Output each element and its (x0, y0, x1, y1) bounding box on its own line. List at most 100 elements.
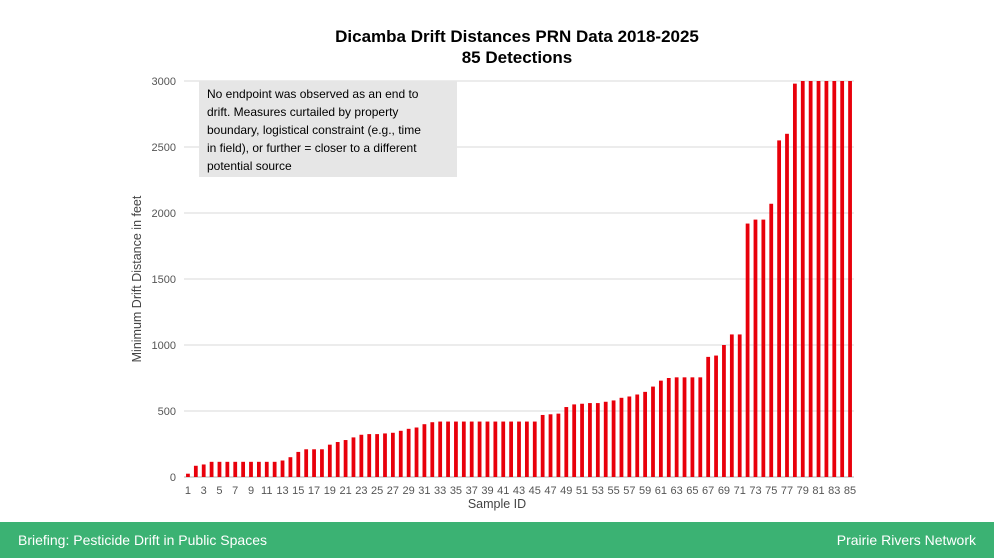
bar-sample-62 (666, 378, 671, 477)
bar-sample-67 (706, 356, 711, 477)
bar-sample-24 (367, 434, 372, 477)
bar-sample-26 (383, 433, 387, 477)
bar-sample-14 (288, 457, 293, 477)
chart-svg: Dicamba Drift Distances PRN Data 2018-20… (130, 27, 856, 511)
x-tick-label: 85 (844, 485, 856, 497)
x-axis-label: Sample ID (468, 497, 526, 511)
x-tick-label: 37 (466, 485, 478, 497)
x-tick-label: 11 (261, 485, 272, 497)
x-tick-label: 27 (387, 485, 399, 497)
bar-sample-38 (477, 421, 482, 477)
x-tick-label: 71 (734, 485, 746, 497)
bar-sample-41 (501, 421, 506, 477)
bar-sample-15 (296, 451, 301, 477)
bar-sample-73 (753, 219, 758, 477)
bar-sample-6 (225, 461, 230, 477)
x-tick-label: 57 (623, 485, 635, 497)
bar-sample-29 (406, 428, 411, 477)
bar-sample-74 (761, 219, 766, 477)
bar-sample-80 (808, 81, 813, 477)
bar-sample-47 (548, 414, 553, 477)
bar-sample-37 (469, 421, 474, 477)
bar-sample-30 (414, 427, 419, 477)
bar-sample-17 (312, 449, 316, 477)
bar-sample-12 (272, 461, 277, 477)
bar-sample-56 (619, 397, 624, 477)
footer-briefing-title: Briefing: Pesticide Drift in Public Spac… (18, 532, 267, 548)
x-tick-label: 43 (513, 485, 525, 497)
x-tick-label: 63 (671, 485, 683, 497)
x-tick-label: 5 (216, 485, 222, 497)
bar-sample-39 (485, 421, 490, 477)
x-tick-label: 15 (292, 485, 304, 497)
bar-sample-4 (209, 461, 214, 477)
bar-sample-33 (438, 421, 443, 477)
x-tick-label: 7 (232, 485, 238, 497)
chart-title: Dicamba Drift Distances PRN Data 2018-20… (335, 27, 699, 46)
bar-sample-51 (580, 403, 584, 477)
bar-sample-83 (832, 81, 837, 477)
x-tick-label: 23 (355, 485, 367, 497)
x-tick-label: 59 (639, 485, 651, 497)
bar-sample-77 (785, 133, 789, 478)
bar-sample-45 (532, 421, 537, 477)
bar-sample-20 (335, 442, 340, 477)
annotation-line-1: No endpoint was observed as an end to (207, 87, 419, 101)
y-tick-label: 2500 (152, 142, 176, 154)
bar-sample-23 (359, 434, 364, 477)
bar-sample-28 (398, 430, 403, 477)
bar-sample-66 (698, 377, 703, 477)
bar-sample-42 (509, 421, 514, 477)
bar-sample-68 (714, 355, 718, 477)
x-tick-label: 33 (434, 485, 446, 497)
x-tick-label: 69 (718, 485, 730, 497)
bar-sample-72 (745, 223, 750, 477)
bar-sample-32 (430, 422, 435, 477)
x-tick-label: 49 (560, 485, 572, 497)
bar-sample-25 (375, 434, 380, 477)
bar-sample-9 (249, 461, 253, 477)
x-tick-label: 45 (529, 485, 541, 497)
bar-sample-52 (588, 403, 592, 477)
bar-sample-31 (422, 424, 427, 477)
x-tick-label: 77 (781, 485, 793, 497)
chart: Dicamba Drift Distances PRN Data 2018-20… (130, 27, 856, 511)
bar-sample-7 (233, 461, 238, 477)
bar-sample-59 (643, 391, 648, 477)
y-tick-label: 1500 (152, 274, 176, 286)
x-tick-label: 67 (702, 485, 714, 497)
bar-sample-48 (556, 413, 561, 477)
bar-sample-84 (840, 81, 845, 477)
y-tick-label: 500 (158, 406, 176, 418)
chart-subtitle: 85 Detections (462, 48, 573, 67)
bar-sample-3 (201, 464, 206, 477)
bar-sample-75 (769, 203, 774, 477)
bar-sample-69 (722, 345, 726, 477)
annotation-line-4: in field), or further = closer to a diff… (207, 141, 417, 155)
bar-sample-19 (327, 444, 332, 477)
annotation-background (199, 81, 457, 177)
x-tick-label: 81 (812, 485, 824, 497)
x-tick-label: 1 (185, 485, 191, 497)
bars (186, 81, 852, 478)
bar-sample-40 (493, 421, 498, 477)
y-tick-label: 2000 (152, 208, 176, 220)
x-tick-label: 47 (544, 485, 556, 497)
y-axis-ticks: 0 500 1000 1500 2000 2500 3000 (152, 76, 176, 484)
y-tick-label: 1000 (152, 340, 176, 352)
bar-sample-8 (241, 461, 246, 477)
bar-sample-10 (256, 461, 261, 477)
bar-sample-63 (674, 377, 679, 477)
footer-bar: Briefing: Pesticide Drift in Public Spac… (0, 522, 994, 558)
x-tick-label: 79 (797, 485, 809, 497)
x-tick-label: 41 (497, 485, 509, 497)
bar-sample-65 (690, 377, 695, 477)
bar-sample-13 (280, 460, 285, 477)
annotation-line-5: potential source (207, 159, 292, 173)
x-tick-label: 21 (339, 485, 351, 497)
bar-sample-54 (603, 401, 608, 477)
bar-sample-35 (454, 421, 458, 477)
x-tick-label: 53 (592, 485, 604, 497)
bar-sample-64 (682, 377, 687, 477)
bar-sample-58 (635, 394, 640, 477)
